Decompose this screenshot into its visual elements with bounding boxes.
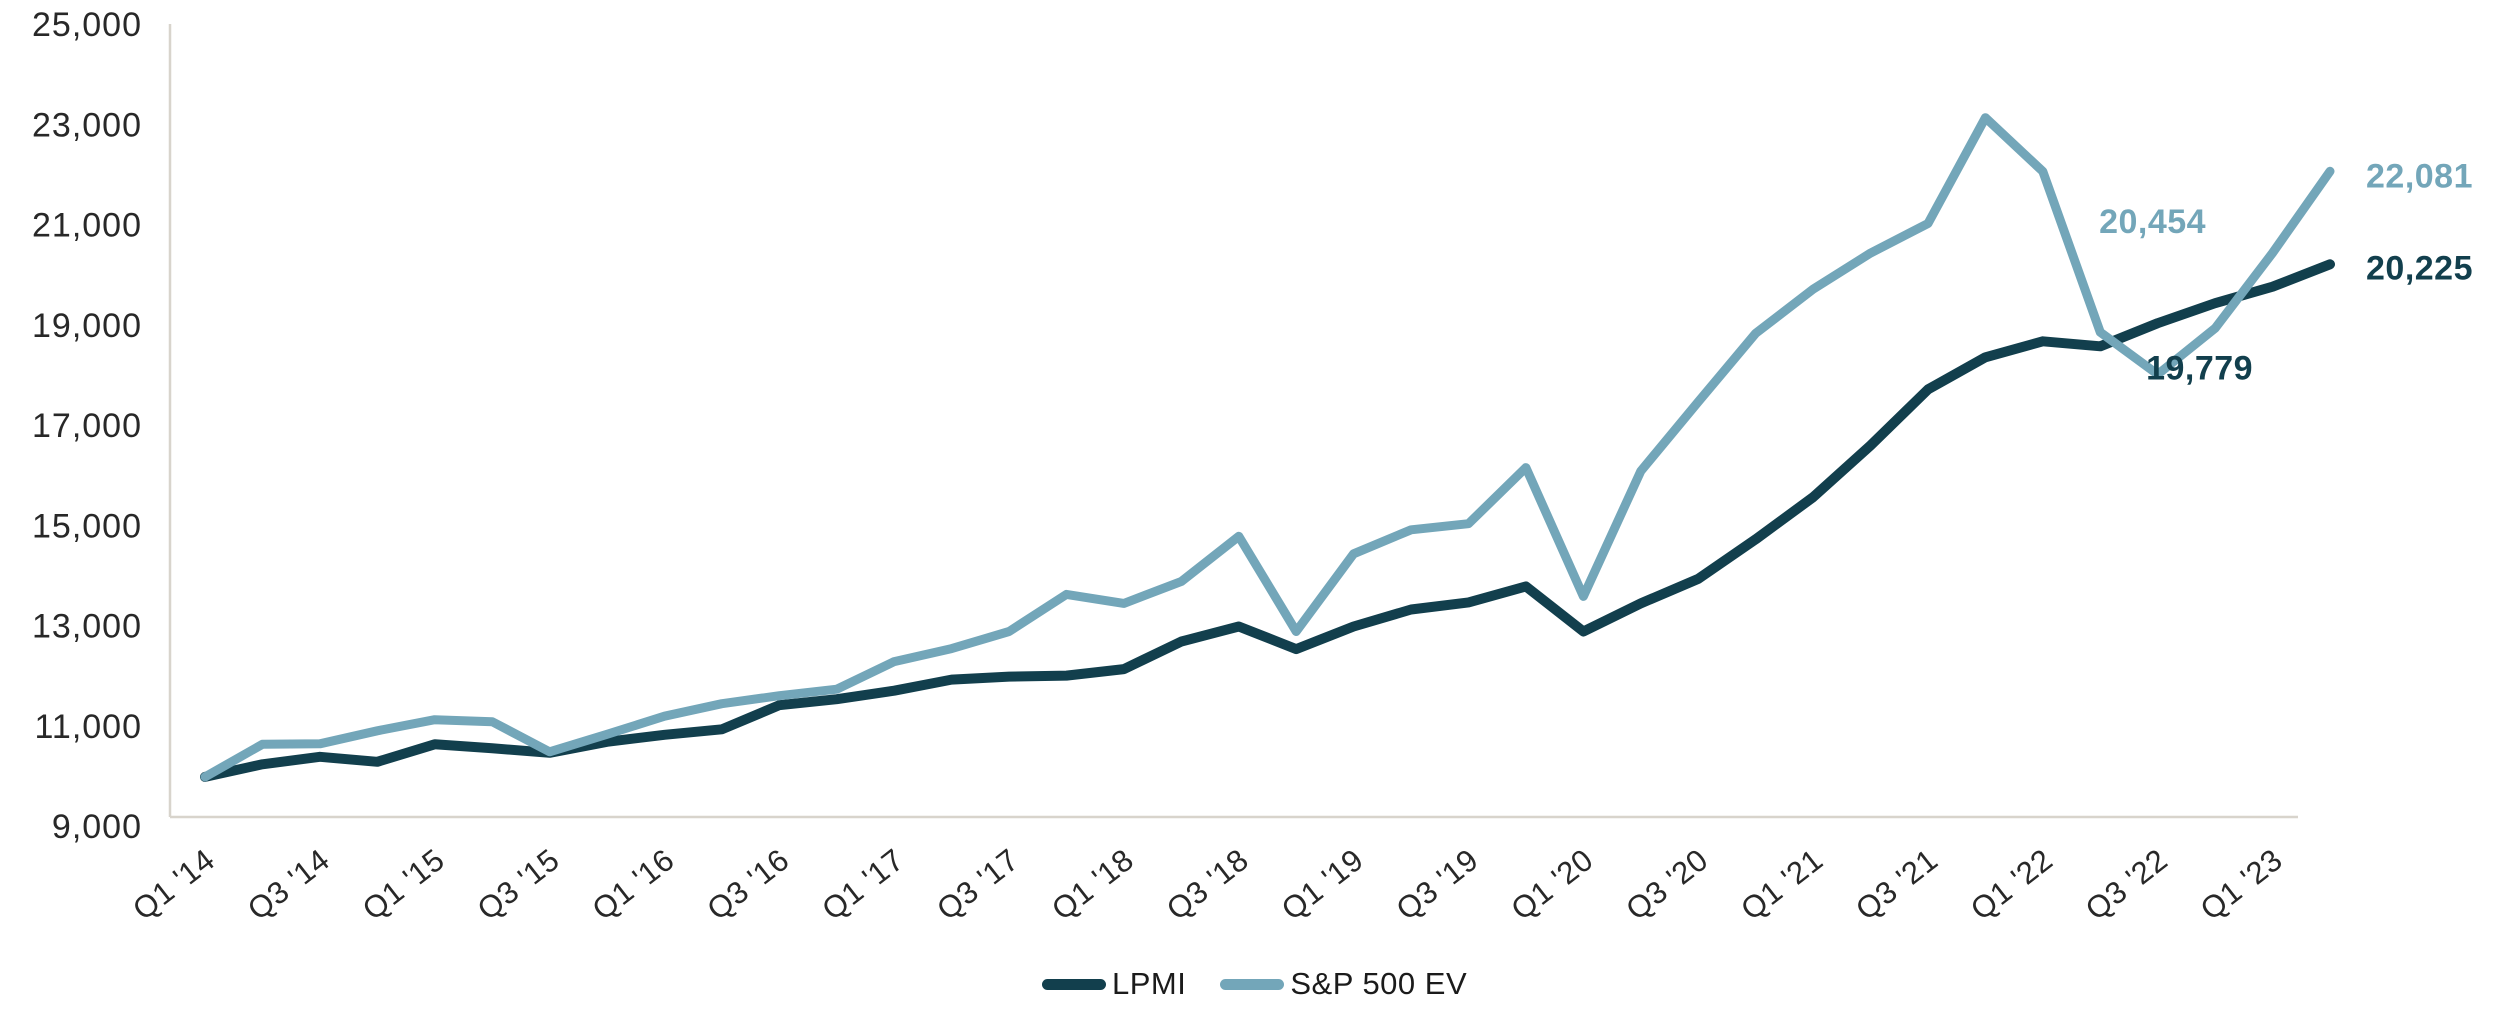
x-axis-label: Q3 '16 bbox=[701, 842, 796, 927]
x-axis-label: Q3 '18 bbox=[1160, 842, 1255, 927]
x-axis-label: Q1 '14 bbox=[126, 842, 221, 927]
lpmi-value-label: 20,225 bbox=[2366, 249, 2473, 287]
x-axis-label: Q1 '19 bbox=[1275, 842, 1370, 927]
x-axis-label: Q1 '23 bbox=[2194, 842, 2289, 927]
lpmi-line bbox=[200, 259, 2335, 782]
y-axis-label: 25,000 bbox=[32, 6, 142, 44]
lpmi-line-swatch-icon bbox=[1042, 978, 1106, 990]
legend-label-sp500-ev: S&P 500 EV bbox=[1290, 966, 1468, 1001]
x-axis-label: Q3 '15 bbox=[471, 842, 566, 927]
y-axis-label: 23,000 bbox=[32, 106, 142, 144]
x-axis-label: Q1 '22 bbox=[1964, 842, 2059, 927]
y-axis-label: 19,000 bbox=[32, 307, 142, 345]
x-axis-label: Q1 '17 bbox=[815, 842, 910, 927]
sp500-ev-value-label: 22,081 bbox=[2366, 157, 2473, 195]
legend-item-lpmi: LPMI bbox=[1042, 966, 1186, 1002]
x-axis-label: Q3 '21 bbox=[1849, 842, 1944, 927]
sp500-ev-value-label: 20,454 bbox=[2099, 203, 2206, 241]
x-axis-label: Q3 '22 bbox=[2079, 842, 2174, 927]
y-axis-label: 11,000 bbox=[35, 708, 142, 746]
x-axis-label: Q1 '16 bbox=[586, 842, 681, 927]
legend-item-sp500-ev: S&P 500 EV bbox=[1220, 966, 1467, 1002]
x-axis-label: Q1 '21 bbox=[1734, 842, 1829, 927]
sp500-ev-line-swatch-icon bbox=[1220, 978, 1285, 990]
y-axis-label: 9,000 bbox=[52, 808, 142, 846]
x-axis-label: Q1 '15 bbox=[356, 842, 451, 927]
x-axis-label: Q3 '20 bbox=[1619, 842, 1714, 927]
x-axis-label: Q1 '18 bbox=[1045, 842, 1140, 927]
chart-legend: LPMI S&P 500 EV bbox=[1042, 966, 1467, 1002]
y-axis-label: 13,000 bbox=[32, 608, 142, 646]
y-axis-label: 15,000 bbox=[32, 507, 142, 545]
legend-label-lpmi: LPMI bbox=[1112, 966, 1187, 1001]
y-axis-label: 17,000 bbox=[32, 407, 142, 445]
x-axis-label: Q3 '19 bbox=[1390, 842, 1485, 927]
lpmi-value-label: 19,779 bbox=[2146, 350, 2253, 388]
y-axis-label: 21,000 bbox=[32, 207, 142, 245]
x-axis-label: Q3 '14 bbox=[241, 842, 336, 927]
sp500-ev-line bbox=[200, 113, 2335, 782]
x-axis-label: Q3 '17 bbox=[930, 842, 1025, 927]
x-axis-label: Q1 '20 bbox=[1505, 842, 1600, 927]
